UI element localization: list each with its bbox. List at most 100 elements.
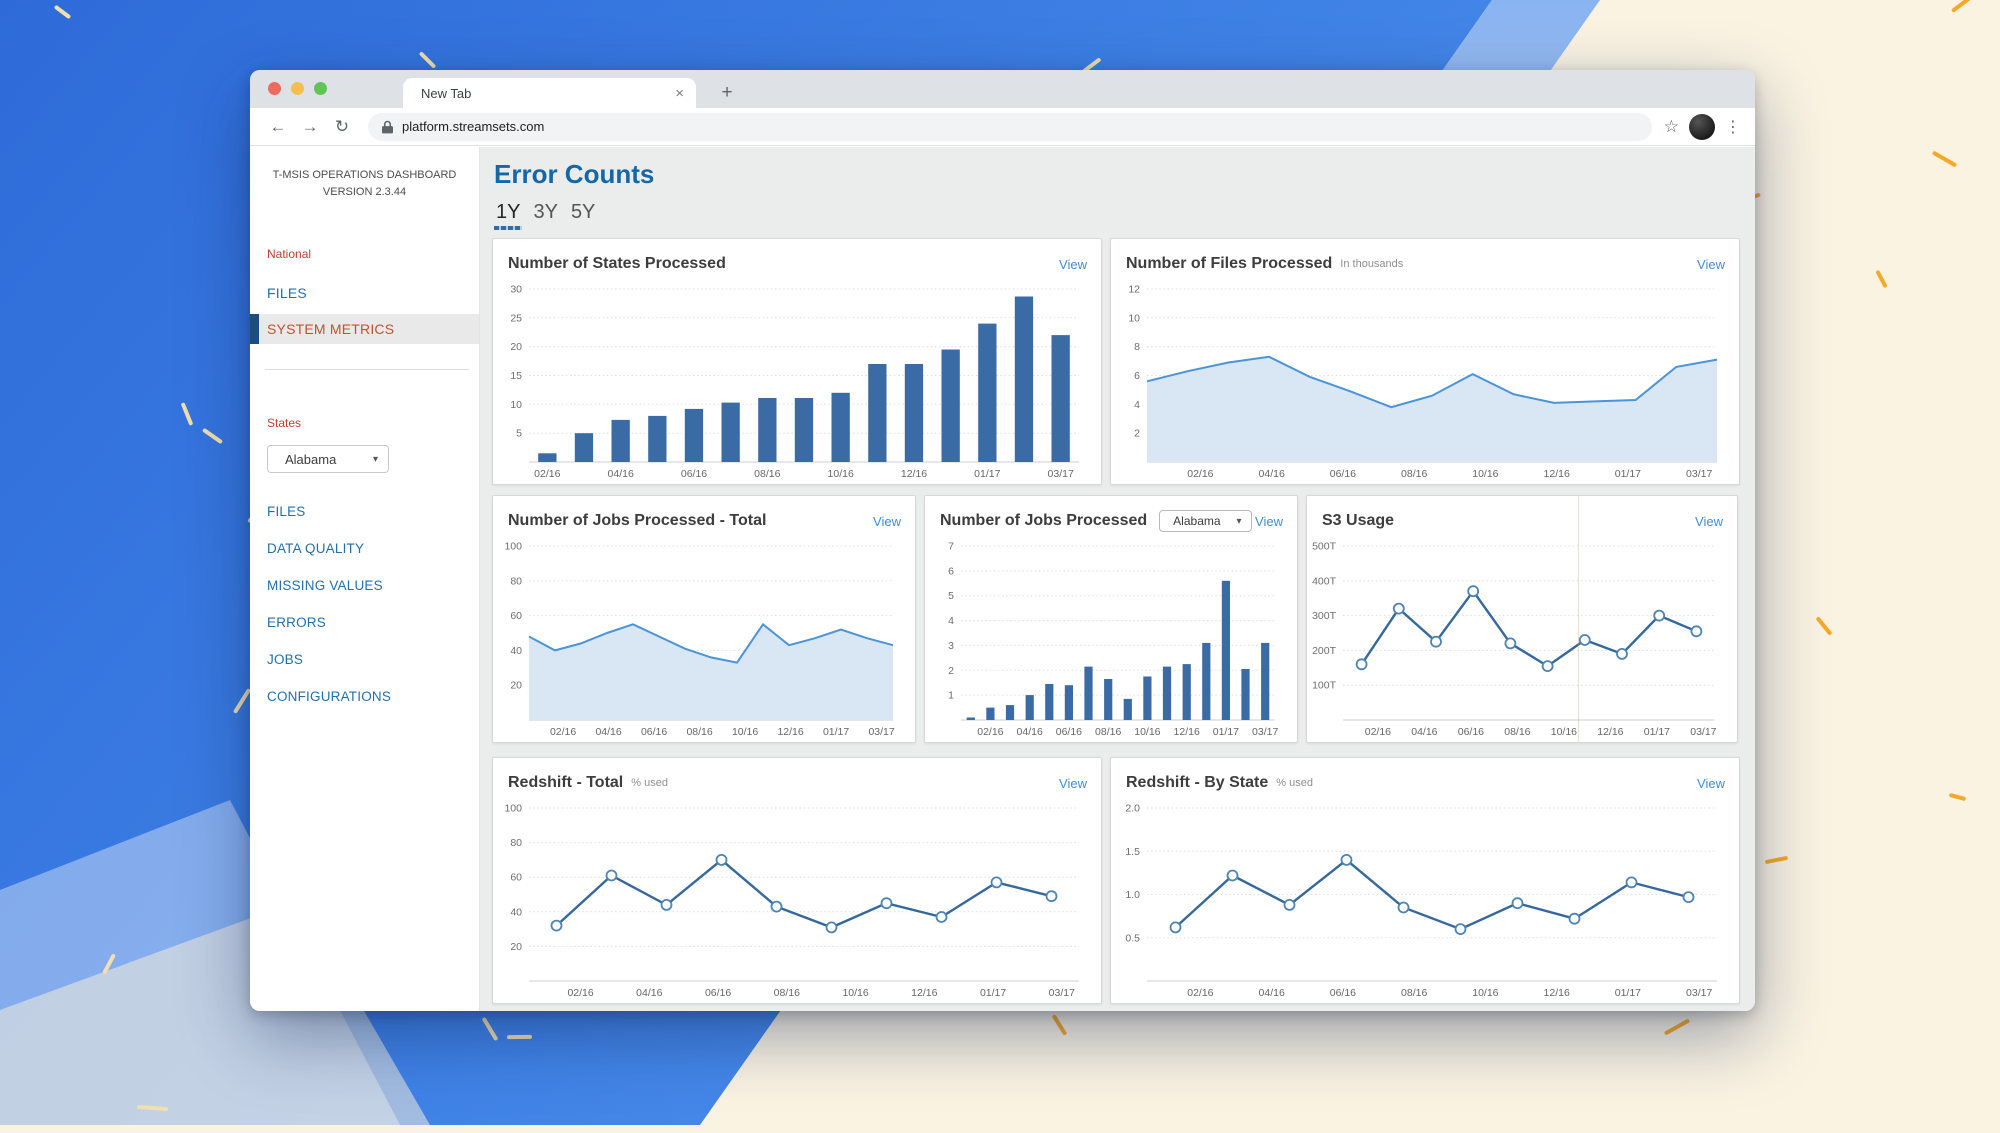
chart-svg: 5 10 15 20 25 30 02/16 04/16 06/16 08/16 10/16 12/1… [510,284,1079,480]
view-link[interactable]: View [1059,775,1087,791]
range-tabs: 1Y 3Y 5Y [493,198,1741,230]
svg-text:1: 1 [948,690,954,702]
svg-text:4: 4 [1134,399,1140,411]
svg-text:03/17: 03/17 [868,726,894,738]
svg-text:03/17: 03/17 [1252,726,1278,738]
range-tab-3y[interactable]: 3Y [533,201,558,223]
close-window-button[interactable] [268,82,281,95]
page-content: T-MSIS OPERATIONS DASHBOARD VERSION 2.3.… [250,147,1755,1011]
panel-state-select-value: Alabama [1173,514,1221,528]
sidebar-item-missing-values[interactable]: MISSING VALUES [267,578,383,594]
new-tab-button[interactable]: + [721,82,733,103]
svg-text:12/16: 12/16 [911,987,937,999]
svg-text:02/16: 02/16 [550,726,576,738]
svg-text:12/16: 12/16 [901,468,927,480]
browser-tab[interactable]: New Tab × [403,78,696,108]
svg-text:08/16: 08/16 [774,987,800,999]
view-link[interactable]: View [1695,513,1723,529]
main-area: Error Counts 1Y 3Y 5Y Number of States P… [480,147,1755,1011]
state-select[interactable]: Alabama ▾ [267,445,389,474]
view-link[interactable]: View [1697,775,1725,791]
svg-text:06/16: 06/16 [705,987,731,999]
bg-dash [180,402,194,426]
svg-text:08/16: 08/16 [1095,726,1121,738]
svg-text:10/16: 10/16 [732,726,758,738]
panel-redshift-by-state: Redshift - By State % used View 0.5 1.0 1.… [1110,757,1740,1004]
bg-dash [481,1016,499,1042]
browser-window: New Tab × + ← → ↻ platform.streamsets.co… [250,70,1755,1011]
chart-title: Number of Jobs Processed - Total [508,512,767,529]
section-label-national: National [267,247,312,262]
sidebar-item-data-quality[interactable]: DATA QUALITY [267,541,365,557]
range-tab-1y[interactable]: 1Y [493,201,523,230]
svg-text:10/16: 10/16 [1134,726,1160,738]
view-link[interactable]: View [1255,513,1283,529]
address-bar[interactable]: platform.streamsets.com [368,112,1652,141]
svg-text:02/16: 02/16 [1187,468,1213,480]
svg-text:10/16: 10/16 [1472,987,1498,999]
range-tab-5y[interactable]: 5Y [570,201,596,223]
bg-dash [1051,1014,1068,1036]
bg-dash [136,1104,169,1112]
svg-text:08/16: 08/16 [1401,987,1427,999]
svg-text:06/16: 06/16 [1330,987,1356,999]
svg-text:06/16: 06/16 [1458,726,1484,738]
sidebar-divider [265,369,469,371]
sidebar-item-configurations[interactable]: CONFIGURATIONS [267,689,392,705]
bg-dash [1663,1018,1691,1036]
chevron-down-icon: ▾ [1236,515,1242,527]
window-controls [268,82,327,95]
view-link[interactable]: View [1059,256,1087,272]
svg-text:06/16: 06/16 [641,726,667,738]
svg-text:04/16: 04/16 [1259,468,1285,480]
reload-icon[interactable]: ↻ [334,116,350,136]
sidebar-item-files[interactable]: FILES [267,504,306,520]
svg-text:100: 100 [504,541,522,553]
bg-dash [1931,150,1958,168]
back-icon[interactable]: ← [269,116,287,136]
svg-text:02/16: 02/16 [1365,726,1391,738]
sidebar-item-jobs[interactable]: JOBS [267,652,304,668]
bg-dash [506,1034,533,1040]
svg-text:02/16: 02/16 [534,468,560,480]
svg-text:08/16: 08/16 [754,468,780,480]
chart-canvas: 1 2 3 4 5 6 7 02/16 04/16 06/16 08/16 10/16 12/16 01/… [927,538,1289,745]
chart-svg: 2 4 6 8 10 12 02/16 04/16 06/16 08/16 10/16 12/16 01… [1128,284,1718,480]
zoom-window-button[interactable] [314,82,327,95]
chart-subtitle: In thousands [1340,258,1404,270]
svg-text:01/17: 01/17 [974,468,1000,480]
sidebar-item-files-national[interactable]: FILES [267,285,307,302]
chart-title: S3 Usage [1322,512,1395,529]
forward-icon[interactable]: → [301,116,319,136]
tab-close-icon[interactable]: × [675,84,684,102]
sidebar-item-errors[interactable]: ERRORS [267,615,326,631]
svg-text:01/17: 01/17 [1615,468,1641,480]
svg-text:01/17: 01/17 [823,726,849,738]
svg-text:1.5: 1.5 [1125,846,1140,858]
svg-text:04/16: 04/16 [636,987,662,999]
svg-text:80: 80 [510,575,522,587]
minimize-window-button[interactable] [291,82,304,95]
svg-text:04/16: 04/16 [1017,726,1043,738]
svg-text:02/16: 02/16 [567,987,593,999]
chart-subtitle: % used [631,777,668,789]
bookmark-star-icon[interactable]: ☆ [1663,116,1679,136]
svg-text:01/17: 01/17 [1644,726,1670,738]
svg-text:10: 10 [1128,312,1140,324]
view-link[interactable]: View [873,513,901,529]
sidebar: T-MSIS OPERATIONS DASHBOARD VERSION 2.3.… [250,147,480,1011]
svg-text:40: 40 [510,906,522,918]
profile-avatar[interactable] [1689,113,1715,140]
panel-state-select[interactable]: Alabama ▾ [1159,510,1252,532]
svg-text:12/16: 12/16 [1544,987,1570,999]
svg-text:500T: 500T [1312,541,1337,553]
svg-text:20: 20 [510,941,522,953]
chart-title: Redshift - Total [508,774,624,791]
svg-text:02/16: 02/16 [1187,987,1213,999]
sidebar-item-system-metrics[interactable]: SYSTEM METRICS [250,314,479,345]
view-link[interactable]: View [1697,256,1725,272]
browser-menu-icon[interactable]: ⋮ [1725,118,1741,136]
svg-text:20: 20 [510,680,522,692]
svg-text:08/16: 08/16 [1401,468,1427,480]
